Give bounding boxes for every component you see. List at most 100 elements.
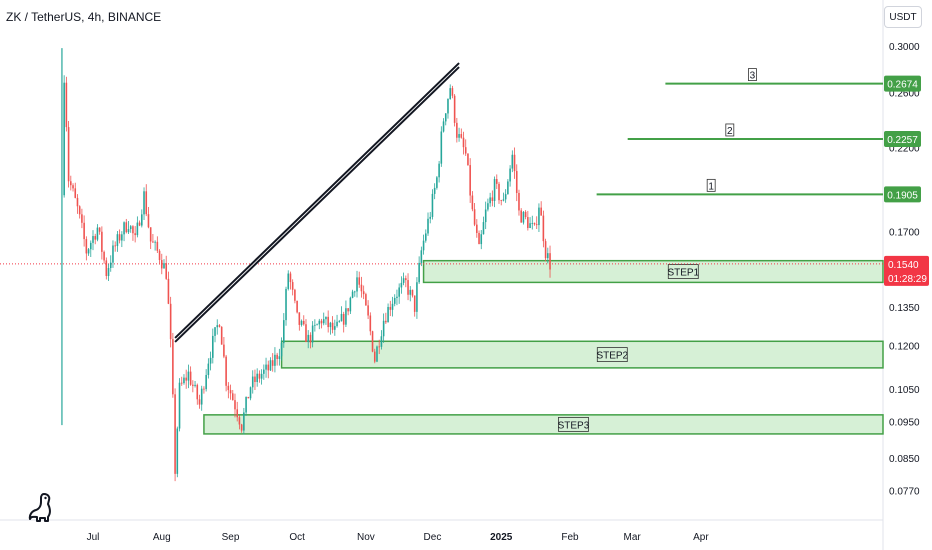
candle-body	[376, 346, 378, 362]
candle-body	[389, 306, 392, 310]
zone-step1[interactable]	[422, 259, 884, 284]
candle-body	[141, 214, 143, 226]
candle-body	[192, 384, 194, 386]
candle-body	[165, 263, 168, 279]
candle-body	[74, 188, 77, 198]
candle-body	[209, 357, 212, 364]
candle-body	[147, 214, 150, 228]
candle-body	[223, 344, 225, 357]
target-label: 3	[750, 71, 756, 82]
candle-body	[143, 191, 145, 215]
candle-body	[251, 376, 254, 388]
candle-body	[471, 195, 474, 210]
candle-body	[98, 227, 101, 232]
candle-body	[256, 373, 258, 383]
target-label: 2	[727, 126, 733, 137]
candle-body	[94, 236, 97, 240]
candle-body	[123, 222, 125, 235]
candle-body	[214, 327, 216, 336]
zone-label-box	[667, 264, 699, 279]
candle-body	[285, 288, 287, 321]
candle-body	[547, 253, 549, 259]
target-price-tag	[884, 186, 921, 203]
candle-body	[129, 226, 132, 230]
x-tick-label: Jul	[87, 532, 100, 543]
y-tick-label: 0.2600	[889, 89, 920, 100]
zone-step3[interactable]	[203, 414, 884, 435]
candle-body	[189, 371, 192, 385]
candle-body	[172, 339, 174, 395]
candle-body	[347, 308, 349, 312]
candle-body	[338, 321, 341, 323]
candle-body	[103, 251, 105, 261]
candle-body	[294, 289, 296, 301]
candle-body	[127, 229, 130, 233]
candle-body	[72, 185, 74, 189]
candle-body	[527, 217, 529, 229]
candle-body	[314, 324, 316, 326]
candle-body	[158, 250, 161, 261]
candle-body	[353, 291, 356, 293]
y-tick-label: 0.1050	[889, 385, 920, 396]
trendline-upper[interactable]	[174, 62, 460, 339]
candle-body	[118, 234, 121, 241]
target-label-box	[706, 178, 716, 192]
candle-body	[187, 371, 190, 381]
candle-body	[138, 222, 141, 226]
candle-body	[134, 233, 136, 236]
candle-body	[456, 122, 458, 138]
candle-body	[105, 260, 108, 276]
candle-body	[167, 278, 170, 304]
candle-body	[382, 320, 385, 337]
tradingview-dino-icon[interactable]	[26, 490, 56, 524]
candle-body	[484, 209, 487, 223]
candle-body	[411, 289, 414, 296]
candle-body	[180, 382, 183, 384]
candle-body	[205, 374, 207, 390]
candle-body	[367, 305, 369, 316]
candle-body	[260, 373, 263, 379]
candle-body	[495, 179, 498, 184]
candle-body	[65, 82, 68, 128]
trendline-lower[interactable]	[174, 66, 460, 343]
candle-body	[327, 316, 329, 328]
candle-body	[176, 428, 179, 474]
candle-body	[263, 369, 265, 374]
x-tick-label: Nov	[357, 532, 375, 543]
candle-body	[385, 320, 387, 323]
candle-body	[87, 249, 90, 254]
candle-body	[447, 98, 449, 114]
candle-body	[438, 163, 440, 178]
candle-body	[498, 183, 500, 201]
candle-body	[76, 197, 79, 207]
candle-body	[502, 199, 505, 201]
candle-body	[458, 134, 460, 138]
candle-body	[298, 312, 301, 325]
candle-body	[149, 227, 152, 242]
x-tick-label: Dec	[424, 532, 442, 543]
candle-body	[329, 322, 332, 328]
candle-body	[380, 336, 383, 347]
candle-body	[478, 232, 480, 245]
target-price-tag	[884, 75, 921, 92]
target-label-box	[748, 68, 757, 81]
candle-body	[533, 223, 536, 225]
candle-body	[345, 308, 347, 325]
candle-body	[254, 376, 256, 383]
candle-body	[491, 197, 494, 201]
candle-body	[163, 263, 165, 269]
candle-body	[504, 194, 507, 200]
candle-body	[218, 325, 221, 327]
candle-body	[267, 364, 270, 371]
candle-body	[207, 363, 210, 375]
candle-body	[265, 364, 267, 370]
candle-body	[476, 224, 478, 233]
currency-button[interactable]: USDT	[884, 6, 922, 28]
candle-body	[416, 282, 418, 312]
candle-body	[473, 209, 476, 225]
candle-body	[400, 282, 403, 288]
candle-body	[464, 147, 467, 154]
candle-body	[67, 127, 70, 182]
zone-label: STEP1	[667, 268, 699, 279]
